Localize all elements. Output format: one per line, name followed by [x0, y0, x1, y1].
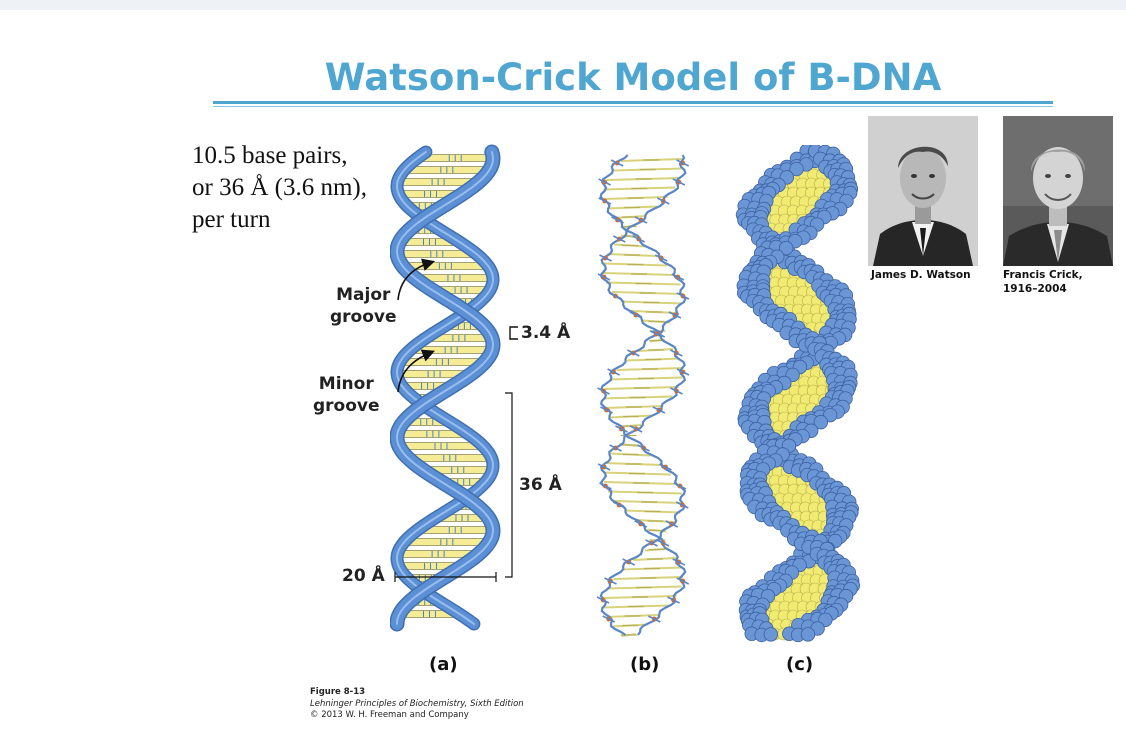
sugar-bond — [610, 159, 624, 167]
width-label: 20 Å — [342, 566, 385, 586]
crick-dates: 1916–2004 — [1003, 283, 1067, 295]
minor-groove-label: Minor groove — [313, 373, 380, 417]
backbone-1-atom — [813, 414, 829, 430]
sugar-bond — [669, 349, 683, 357]
sugar-bond — [602, 615, 616, 623]
sugar-bond — [676, 292, 690, 300]
sugar-bond — [629, 311, 643, 319]
sugar-bond — [604, 577, 617, 585]
major-groove-label: Major groove — [330, 284, 397, 328]
sugar-bond — [645, 539, 658, 547]
sugar-bond — [634, 216, 648, 224]
sugar-bond — [596, 596, 610, 604]
sugar-bond — [622, 558, 636, 566]
sugar-bond — [676, 368, 690, 376]
rise-label: 3.4 Å — [521, 323, 571, 343]
title-underline — [213, 101, 1053, 104]
sugar-bond — [599, 254, 612, 262]
stick-model-diagram — [596, 154, 690, 637]
sugar-bond — [597, 387, 610, 395]
sugar-bond — [676, 577, 690, 585]
sugar-bond — [600, 406, 613, 414]
major-groove-label-2: groove — [330, 307, 397, 327]
minor-groove-label-2: groove — [313, 396, 380, 416]
sugar-bond — [609, 444, 622, 452]
sugar-bond — [598, 178, 611, 186]
sugar-bond — [597, 273, 611, 281]
helix-ribbon-diagram — [390, 144, 501, 632]
space-filling-model-diagram — [735, 145, 861, 643]
sugar-bond — [597, 463, 611, 471]
minor-groove-arrow — [397, 349, 435, 393]
sugar-bond — [626, 349, 640, 357]
pitch-bracket — [505, 392, 513, 578]
stick-strand-1 — [599, 154, 687, 636]
sugar-bond — [652, 406, 666, 414]
figure-caption: Figure 8-13 Lehninger Principles of Bioc… — [310, 687, 524, 722]
sugar-bond — [676, 159, 690, 167]
crick-name: Francis Crick, — [1003, 269, 1083, 281]
sugar-bond — [672, 558, 686, 566]
watson-caption: James D. Watson — [871, 268, 971, 282]
sugar-bond — [665, 520, 679, 528]
copyright: © 2013 W. H. Freeman and Company — [310, 710, 469, 720]
major-groove-label-1: Major — [336, 285, 391, 305]
minor-groove-label-1: Minor — [318, 374, 374, 394]
sugar-bond — [607, 368, 620, 376]
sugar-bond — [609, 292, 622, 300]
panel-label-a: (a) — [429, 654, 458, 675]
turn-note-line-2: or 36 Å (3.6 nm), — [192, 174, 367, 201]
pitch-label: 36 Å — [519, 475, 562, 495]
watson-name: James D. Watson — [871, 269, 971, 281]
backbone-2-atom — [763, 627, 779, 642]
backbone-1-atom — [800, 627, 816, 642]
panel-label-b: (b) — [630, 654, 660, 675]
sugar-bond — [667, 596, 680, 604]
sugar-bond — [615, 425, 628, 433]
sugar-bond — [670, 387, 683, 395]
rise-bracket — [509, 326, 518, 340]
sugar-bond — [629, 425, 643, 433]
sugar-bond — [632, 235, 646, 243]
sugar-bond — [675, 501, 689, 509]
sugar-bond — [672, 178, 686, 186]
title-underline-thin — [213, 106, 1053, 107]
sugar-bond — [599, 482, 612, 490]
major-groove-arrow — [397, 258, 436, 301]
sugar-bond — [612, 235, 626, 243]
sugar-bond — [654, 254, 668, 262]
sugar-bond — [668, 311, 682, 319]
sugar-bond — [611, 216, 624, 224]
sugar-bond — [634, 520, 648, 528]
turn-note-line-1: 10.5 base pairs, — [192, 142, 348, 169]
sugar-bond — [612, 501, 626, 509]
top-band — [0, 0, 1126, 10]
figure-number: Figure 8-13 — [310, 687, 366, 697]
turn-note: 10.5 base pairs, or 36 Å (3.6 nm), per t… — [192, 140, 367, 236]
sugar-bond — [637, 444, 650, 452]
slide-title: Watson-Crick Model of B-DNA — [324, 56, 942, 99]
backbone-2-atom — [789, 161, 804, 177]
sugar-bond — [649, 330, 663, 338]
backbone-strand-2-highlight — [395, 151, 495, 625]
sugar-bond — [656, 197, 670, 205]
sugar-bond — [656, 539, 670, 547]
sugar-bond — [647, 615, 661, 623]
crick-caption: Francis Crick, 1916–2004 — [1003, 268, 1083, 296]
backbone-1-atom — [778, 240, 794, 256]
watson-photo — [868, 116, 978, 266]
panel-label-c: (c) — [786, 654, 814, 675]
book-title: Lehninger Principles of Biochemistry, Si… — [310, 698, 524, 709]
sugar-bond — [673, 482, 687, 490]
crick-photo — [1003, 116, 1113, 266]
sugar-bond — [598, 197, 612, 205]
backbone-strand-1-highlight — [395, 151, 495, 625]
sugar-bond — [659, 463, 672, 471]
sugar-bond — [671, 273, 685, 281]
stick-strand-2 — [599, 154, 687, 636]
turn-note-line-3: per turn — [192, 206, 271, 233]
